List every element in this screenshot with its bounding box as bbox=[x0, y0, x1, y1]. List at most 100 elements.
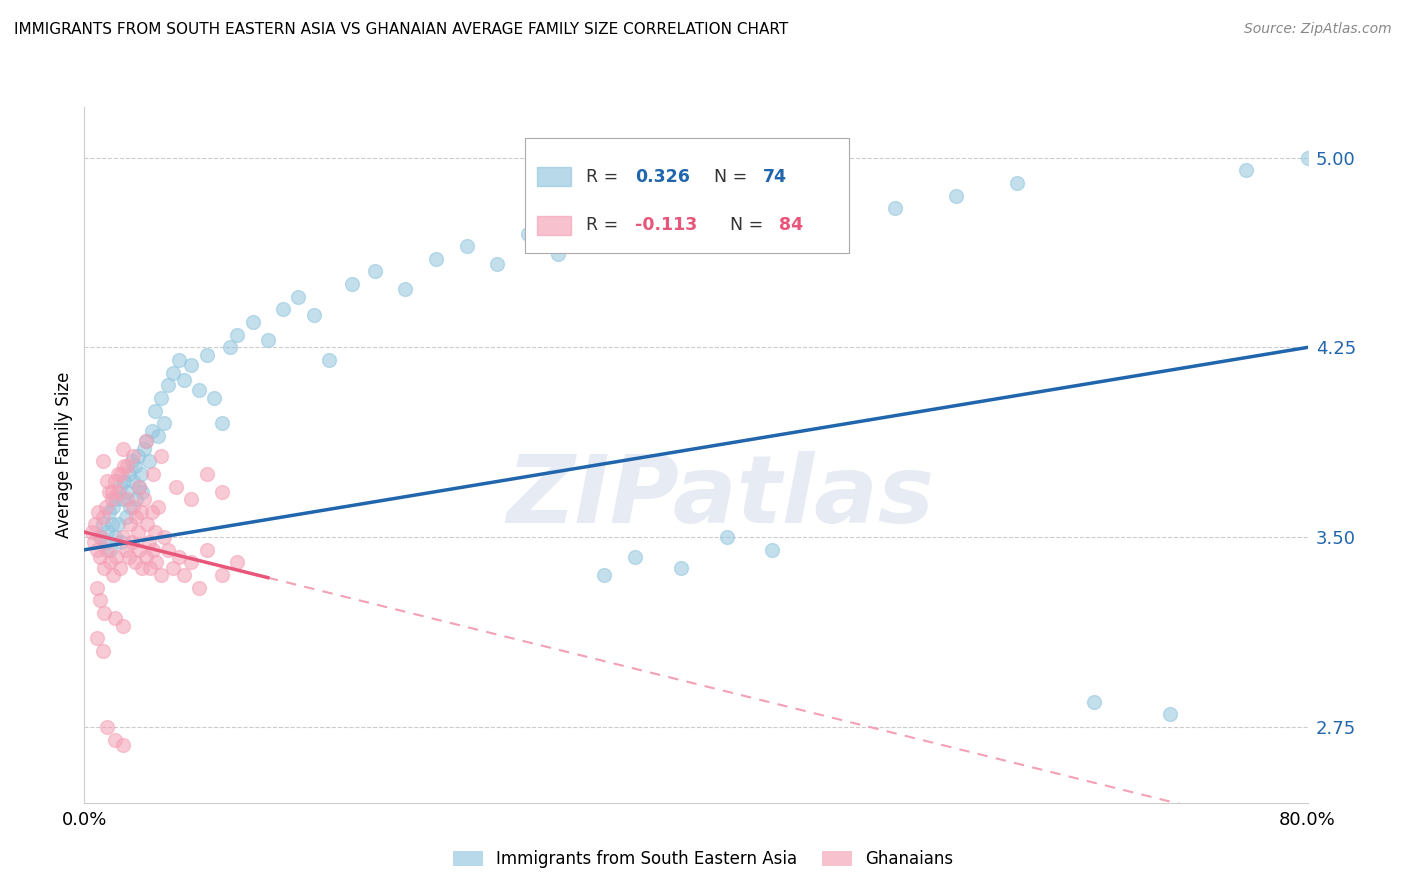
Point bbox=[823, 214, 845, 228]
Point bbox=[135, 434, 157, 448]
Point bbox=[318, 353, 340, 368]
Point bbox=[425, 252, 447, 266]
Text: 84: 84 bbox=[779, 217, 803, 235]
Point bbox=[242, 315, 264, 329]
Point bbox=[107, 484, 129, 499]
Point bbox=[125, 492, 148, 507]
Point bbox=[115, 492, 138, 507]
Point bbox=[108, 560, 131, 574]
Point bbox=[456, 239, 478, 253]
Point bbox=[180, 492, 202, 507]
Text: R =: R = bbox=[586, 168, 624, 186]
Point bbox=[111, 492, 134, 507]
Point bbox=[80, 525, 103, 540]
Point bbox=[180, 556, 202, 570]
Point bbox=[394, 282, 416, 296]
Text: Source: ZipAtlas.com: Source: ZipAtlas.com bbox=[1244, 22, 1392, 37]
Point bbox=[121, 535, 143, 549]
Point bbox=[486, 257, 509, 271]
Point bbox=[180, 358, 202, 372]
Point bbox=[105, 550, 128, 565]
Point bbox=[105, 492, 128, 507]
Point bbox=[167, 353, 190, 368]
Point bbox=[83, 535, 105, 549]
Point bbox=[111, 442, 134, 456]
Point bbox=[114, 542, 136, 557]
Point bbox=[86, 632, 108, 646]
Point bbox=[127, 449, 149, 463]
Point bbox=[86, 581, 108, 595]
Point bbox=[132, 492, 155, 507]
Point bbox=[91, 517, 114, 532]
Point bbox=[364, 264, 387, 278]
Point bbox=[128, 479, 150, 493]
Text: IMMIGRANTS FROM SOUTH EASTERN ASIA VS GHANAIAN AVERAGE FAMILY SIZE CORRELATION C: IMMIGRANTS FROM SOUTH EASTERN ASIA VS GH… bbox=[14, 22, 789, 37]
Point bbox=[129, 505, 152, 519]
Point bbox=[112, 459, 135, 474]
Point bbox=[257, 333, 280, 347]
Point bbox=[157, 542, 180, 557]
Point bbox=[120, 517, 142, 532]
Point bbox=[98, 542, 121, 557]
Point bbox=[110, 467, 132, 481]
Point bbox=[96, 542, 118, 557]
Text: ZIPatlas: ZIPatlas bbox=[506, 450, 935, 542]
Point bbox=[146, 429, 169, 443]
Point bbox=[145, 556, 167, 570]
Point bbox=[287, 290, 309, 304]
Point bbox=[1296, 151, 1319, 165]
Point bbox=[516, 227, 538, 241]
Point bbox=[165, 479, 187, 493]
Point bbox=[143, 403, 166, 417]
Point bbox=[173, 373, 195, 387]
Point bbox=[131, 560, 153, 574]
Point bbox=[94, 535, 117, 549]
Point bbox=[202, 391, 225, 405]
Point bbox=[135, 550, 157, 565]
Point bbox=[188, 581, 211, 595]
Point bbox=[1083, 695, 1105, 709]
Point bbox=[97, 505, 120, 519]
Point bbox=[122, 449, 145, 463]
Point bbox=[110, 535, 132, 549]
Point bbox=[593, 568, 616, 582]
Bar bbox=[537, 216, 571, 235]
Point bbox=[139, 560, 162, 574]
Point bbox=[153, 530, 176, 544]
Point bbox=[195, 542, 218, 557]
Point bbox=[91, 509, 114, 524]
Point bbox=[118, 550, 141, 565]
Point bbox=[107, 467, 129, 481]
Point bbox=[111, 530, 134, 544]
Point bbox=[104, 732, 127, 747]
Point bbox=[1236, 163, 1258, 178]
Point bbox=[104, 611, 127, 625]
Point bbox=[195, 467, 218, 481]
Point bbox=[624, 550, 647, 565]
Point bbox=[111, 618, 134, 632]
Point bbox=[226, 556, 249, 570]
Point bbox=[104, 475, 127, 489]
Point bbox=[142, 542, 165, 557]
Point bbox=[104, 530, 127, 544]
Point bbox=[124, 459, 146, 474]
Point bbox=[131, 484, 153, 499]
Point bbox=[125, 509, 148, 524]
Point bbox=[883, 201, 905, 215]
Point bbox=[716, 530, 738, 544]
Point bbox=[135, 434, 157, 448]
Point bbox=[149, 568, 172, 582]
Point bbox=[96, 475, 118, 489]
Point bbox=[101, 492, 124, 507]
Point bbox=[84, 517, 107, 532]
Point bbox=[132, 442, 155, 456]
Point bbox=[90, 530, 112, 544]
Text: 74: 74 bbox=[763, 168, 787, 186]
Point bbox=[103, 500, 125, 514]
Y-axis label: Average Family Size: Average Family Size bbox=[55, 372, 73, 538]
Point bbox=[173, 568, 195, 582]
Point bbox=[112, 475, 135, 489]
Point bbox=[162, 560, 184, 574]
Point bbox=[142, 467, 165, 481]
Point bbox=[153, 417, 176, 431]
